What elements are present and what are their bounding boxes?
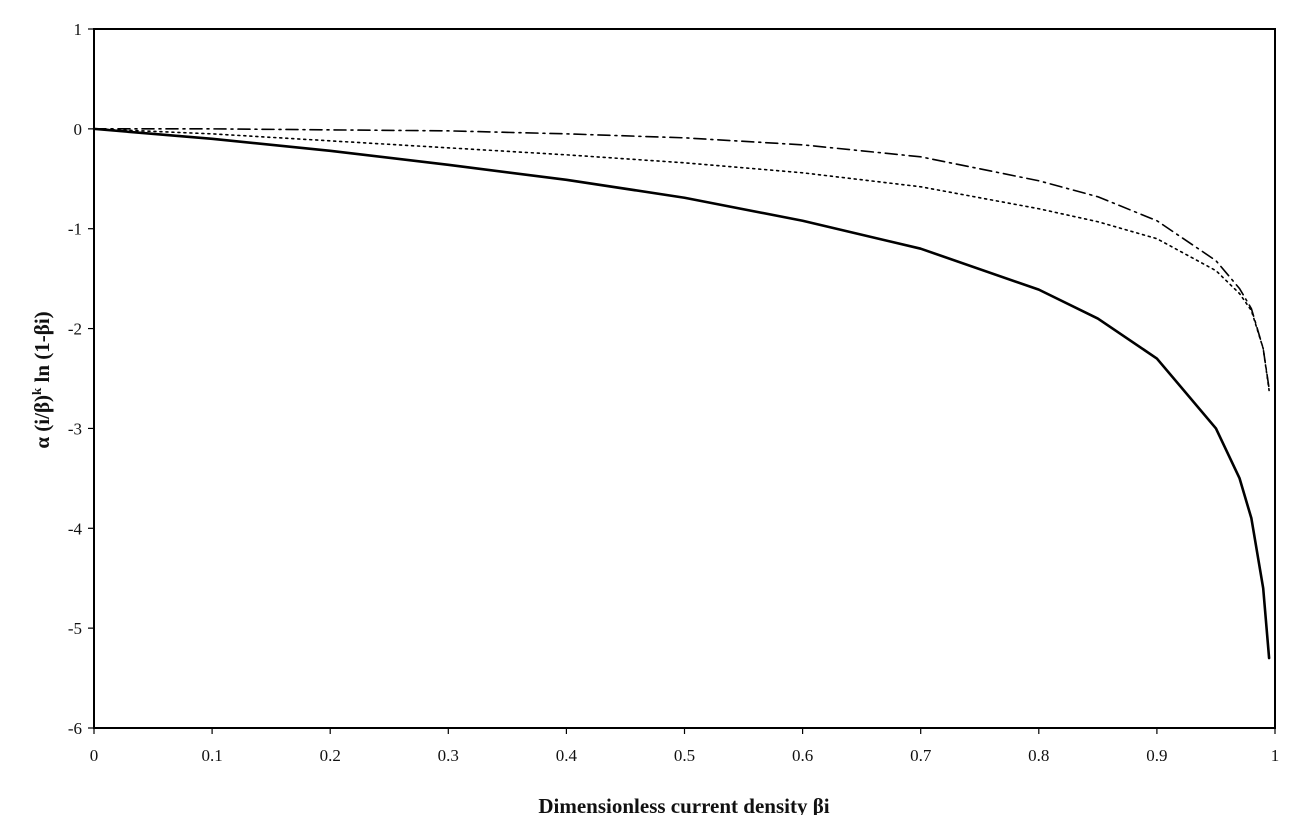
y-axis-title-main: α (i/β) xyxy=(30,395,54,449)
y-tick-label: -5 xyxy=(68,619,82,638)
y-tick-label: -3 xyxy=(68,419,82,438)
series-line-solid xyxy=(92,127,1271,660)
series-line-dash-dot xyxy=(93,128,1270,390)
x-tick-label: 0.7 xyxy=(910,746,932,765)
y-axis: 1 0 -1 -2 -3 -4 -5 -6 xyxy=(68,20,94,738)
x-axis: 0 0.1 0.2 0.3 0.4 0.5 0.6 0.7 0.8 0.9 1 xyxy=(90,728,1280,765)
y-tick-label: -2 xyxy=(68,320,82,339)
series-layer xyxy=(92,127,1271,660)
x-tick-label: 0.8 xyxy=(1028,746,1049,765)
x-tick-label: 0.6 xyxy=(792,746,813,765)
y-tick-label: 1 xyxy=(74,20,83,39)
y-tick-label: 0 xyxy=(74,120,83,139)
x-tick-label: 1 xyxy=(1271,746,1280,765)
y-tick-label: -6 xyxy=(68,719,82,738)
x-tick-label: 0.3 xyxy=(438,746,459,765)
y-tick-label: -4 xyxy=(68,519,83,538)
x-tick-label: 0.4 xyxy=(556,746,578,765)
x-tick-label: 0.5 xyxy=(674,746,695,765)
x-tick-label: 0.9 xyxy=(1146,746,1167,765)
y-axis-title-suffix: ln (1-βi) xyxy=(30,311,54,387)
x-tick-label: 0.1 xyxy=(201,746,222,765)
y-tick-label: -1 xyxy=(68,220,82,239)
plot-frame xyxy=(93,28,1276,729)
plot-area xyxy=(93,28,1276,729)
x-tick-label: 0 xyxy=(90,746,99,765)
y-axis-title-superscript: k xyxy=(29,387,44,395)
series-line-dotted xyxy=(93,128,1270,392)
y-axis-title: α (i/β)k ln (1-βi) xyxy=(29,311,54,448)
x-axis-title: Dimensionless current density βi xyxy=(538,794,829,815)
x-tick-label: 0.2 xyxy=(320,746,341,765)
